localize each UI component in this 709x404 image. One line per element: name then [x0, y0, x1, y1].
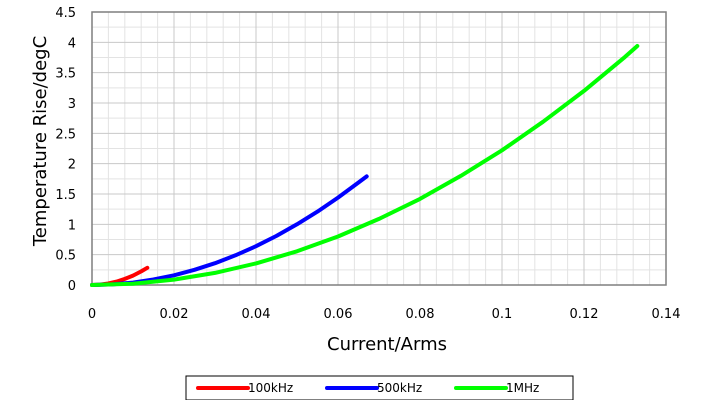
- x-tick-label: 0.02: [160, 307, 189, 322]
- y-tick-label: 1: [68, 218, 76, 233]
- x-tick-label: 0: [88, 307, 96, 322]
- x-tick-label: 0.12: [570, 307, 599, 322]
- legend-label-100kHz: 100kHz: [248, 381, 293, 395]
- y-tick-label: 4: [68, 36, 76, 51]
- y-tick-label: 2: [68, 158, 76, 173]
- y-tick-label: 0.5: [55, 249, 76, 264]
- x-axis-ticks: 0 0.02 0.04 0.06 0.08 0.1 0.12 0.14: [88, 307, 681, 322]
- y-tick-label: 4.5: [55, 6, 76, 21]
- legend-box: [185, 375, 574, 401]
- x-tick-label: 0.1: [492, 307, 513, 322]
- x-tick-label: 0.04: [242, 307, 271, 322]
- series-line-1MHz: [90, 44, 640, 287]
- legend-label-1MHz: 1MHz: [506, 381, 539, 395]
- y-tick-label: 2.5: [55, 127, 76, 142]
- x-tick-label: 0.08: [406, 307, 435, 322]
- x-tick-label: 0.14: [652, 307, 681, 322]
- y-tick-label: 3.5: [55, 67, 76, 82]
- y-tick-label: 1.5: [55, 188, 76, 203]
- x-tick-label: 0.06: [324, 307, 353, 322]
- plot-area-frame: [91, 11, 667, 286]
- legend-label-500kHz: 500kHz: [377, 381, 422, 395]
- legend: 100kHz 500kHz 1MHz: [185, 375, 574, 401]
- series-layer: [90, 44, 640, 287]
- y-tick-label: 0: [68, 279, 76, 294]
- minor-grid: [92, 12, 666, 285]
- y-tick-label: 3: [68, 97, 76, 112]
- y-axis-ticks: 0 0.5 1 1.5 2 2.5 3 3.5 4 4.5: [55, 6, 76, 294]
- x-axis-title: Current/Arms: [327, 334, 447, 355]
- y-axis-title: Temperature Rise/degC: [30, 36, 51, 247]
